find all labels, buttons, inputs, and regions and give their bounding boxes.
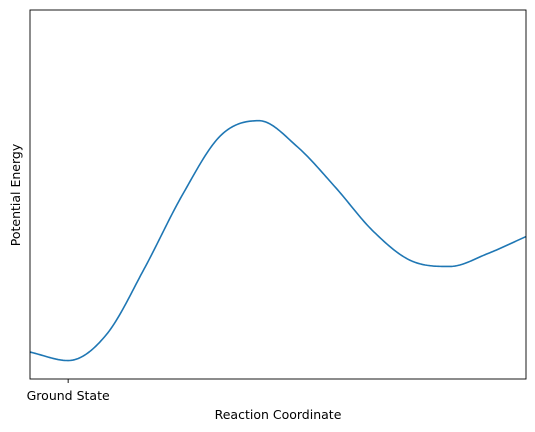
x-tick-label-0: Ground State <box>27 388 110 403</box>
x-axis-label: Reaction Coordinate <box>215 407 342 422</box>
plot-frame <box>29 9 527 380</box>
series-line-0 <box>29 119 527 362</box>
y-axis-label: Potential Energy <box>8 143 23 246</box>
plot-area <box>30 10 526 379</box>
